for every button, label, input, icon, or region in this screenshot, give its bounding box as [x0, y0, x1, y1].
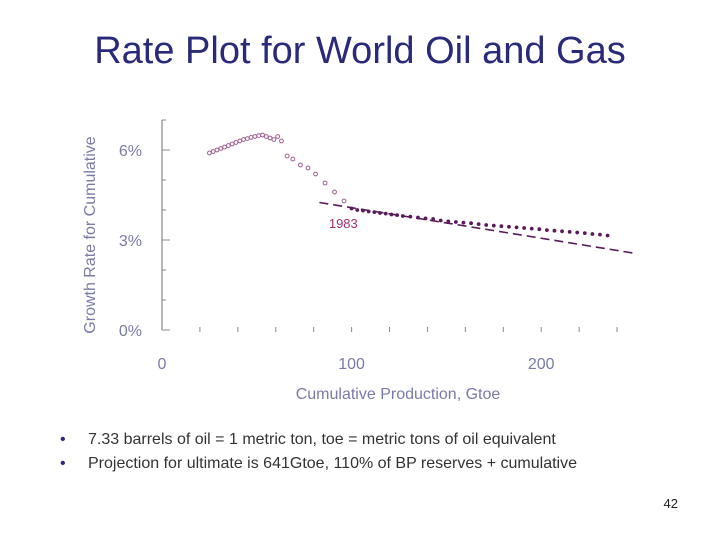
data-point-filled	[567, 230, 572, 234]
data-point-open	[322, 180, 328, 186]
data-point-filled	[514, 225, 519, 230]
data-point-filled	[349, 206, 354, 211]
data-point-filled	[383, 211, 388, 216]
bullet-list: 7.33 barrels of oil = 1 metric ton, toe …	[58, 428, 577, 476]
x-tick-label: 200	[528, 356, 555, 373]
slide-title: Rate Plot for World Oil and Gas	[94, 30, 626, 72]
x-axis-label: Cumulative Production, Gtoe	[296, 386, 501, 403]
data-point-filled	[522, 226, 527, 230]
y-tick-label: 6%	[119, 143, 142, 160]
data-point-filled	[453, 220, 458, 224]
x-tick-label: 100	[338, 356, 365, 373]
y-tick-label: 3%	[119, 233, 142, 250]
data-point-filled	[544, 228, 549, 233]
data-point-filled	[431, 217, 436, 221]
data-point-open	[237, 138, 243, 144]
data-point-filled	[416, 215, 420, 220]
data-point-open	[222, 144, 227, 150]
y-tick-label: 0%	[119, 323, 142, 340]
page-number: 42	[663, 496, 678, 511]
data-point-filled	[499, 224, 504, 229]
data-point-open	[210, 149, 216, 154]
data-point-filled	[590, 232, 595, 236]
data-point-filled	[491, 223, 496, 228]
y-axis-ticks: 0% 3% 6%	[119, 119, 170, 340]
bullet-item: 7.33 barrels of oil = 1 metric ton, toe …	[58, 428, 577, 452]
data-point-filled	[605, 233, 610, 238]
data-point-open	[207, 150, 212, 156]
x-tick-label: 0	[158, 356, 167, 373]
chart-series	[207, 132, 637, 255]
data-point-open	[214, 147, 220, 153]
annotation-1983: 1983	[329, 216, 358, 231]
data-point-filled	[378, 211, 382, 215]
data-point-filled	[582, 231, 587, 236]
data-point-open	[252, 134, 258, 139]
data-point-open	[218, 146, 224, 151]
data-point-open	[305, 165, 311, 171]
data-point-open	[275, 134, 281, 139]
data-point-filled	[560, 229, 564, 234]
data-point-filled	[372, 210, 377, 215]
data-point-filled	[395, 213, 400, 218]
data-point-open	[233, 140, 239, 145]
data-point-filled	[598, 232, 602, 237]
data-point-open	[298, 162, 303, 168]
data-point-filled	[355, 208, 360, 212]
data-point-open	[284, 153, 290, 159]
y-axis-label: Growth Rate for Cumulative	[82, 136, 99, 334]
data-point-filled	[438, 218, 443, 223]
data-point-filled	[461, 220, 466, 225]
data-point-open	[225, 143, 231, 148]
data-point-open	[229, 141, 235, 147]
data-point-filled	[552, 228, 557, 233]
data-point-open	[341, 198, 347, 204]
data-point-open	[244, 136, 250, 142]
data-point-filled	[446, 219, 451, 224]
data-point-filled	[476, 222, 481, 227]
data-point-open	[290, 156, 296, 162]
data-point-open	[241, 137, 246, 142]
data-point-filled	[400, 214, 405, 218]
data-point-filled	[575, 230, 580, 235]
data-point-open	[248, 135, 254, 140]
projection-line	[319, 201, 637, 255]
data-point-open	[313, 171, 318, 177]
data-point-open	[267, 135, 273, 141]
data-point-filled	[408, 214, 413, 219]
data-point-filled	[423, 216, 428, 221]
x-axis-ticks: 0 100 200	[158, 327, 618, 373]
data-point-open	[256, 133, 262, 139]
data-point-open	[271, 137, 277, 142]
bullet-item: Projection for ultimate is 641Gtoe, 110%…	[58, 452, 577, 476]
data-point-filled	[484, 223, 489, 227]
data-point-open	[260, 132, 265, 138]
data-point-filled	[529, 226, 534, 231]
data-point-filled	[537, 227, 542, 232]
data-point-filled	[366, 209, 371, 214]
data-point-filled	[469, 221, 473, 226]
data-point-filled	[389, 212, 394, 217]
data-point-open	[332, 189, 337, 195]
data-point-filled	[361, 208, 365, 213]
data-point-open	[279, 138, 284, 144]
data-point-filled	[507, 224, 511, 229]
data-point-open	[263, 134, 269, 139]
